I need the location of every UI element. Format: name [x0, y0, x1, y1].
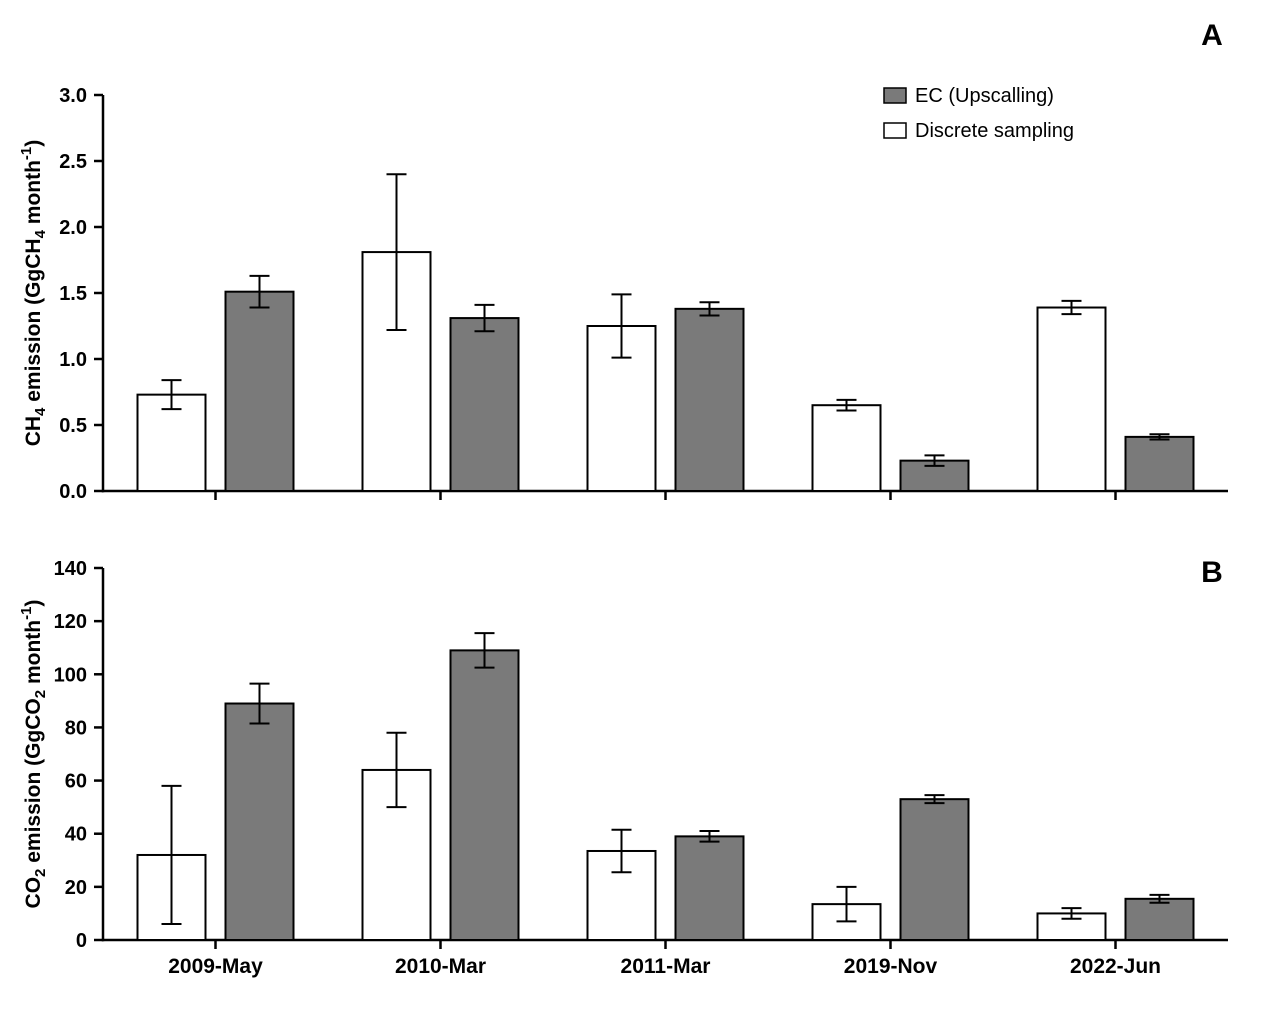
legend-swatch	[883, 87, 907, 104]
y-tick-label: 40	[65, 824, 87, 846]
category-label: 2011-Mar	[621, 955, 711, 978]
co2-emission-bar-chart: 0 20 40 60 80 100 120 140 2009-May 2010-Mar 2011-M…	[18, 556, 1228, 978]
legend-swatch	[883, 122, 907, 139]
ch4-emission-bar-chart: 0.0 0.5 1.0 1.5 2.0 2.5 3.0 CH4 emission (GgCH4…	[18, 19, 1228, 503]
y-tick-label: 1.0	[59, 349, 87, 371]
bar	[674, 307, 745, 492]
legend-label: Discrete sampling	[915, 120, 1074, 142]
category-label: 2009-May	[168, 955, 263, 978]
bar	[899, 798, 970, 941]
y-tick-label: 1.5	[59, 283, 87, 305]
category-label: 2010-Mar	[395, 955, 486, 978]
bar	[674, 835, 745, 941]
bar	[224, 702, 295, 941]
category-label: 2019-Nov	[844, 955, 938, 978]
y-tick-label: 0	[76, 930, 87, 952]
panel-label: B	[1201, 556, 1223, 589]
panel-label: A	[1201, 19, 1223, 52]
bar	[1036, 306, 1107, 492]
bar	[1124, 435, 1195, 493]
bar	[449, 649, 520, 941]
y-tick-label: 2.5	[59, 151, 87, 173]
bar	[811, 404, 882, 493]
bar	[1124, 897, 1195, 942]
y-tick-label: 0.0	[59, 481, 87, 503]
y-tick-label: 140	[54, 558, 87, 580]
bar	[224, 290, 295, 492]
y-tick-label: 3.0	[59, 85, 87, 107]
y-axis-label: CH4 emission (GgCH4 month-1)	[18, 140, 49, 447]
y-tick-label: 80	[65, 717, 87, 739]
y-tick-label: 0.5	[59, 415, 87, 437]
legend-label: EC (Upscalling)	[915, 85, 1054, 107]
y-tick-label: 60	[65, 771, 87, 793]
y-axis-label: CO2 emission (GgCO2 month-1)	[18, 600, 49, 909]
bar	[449, 317, 520, 492]
y-tick-label: 2.0	[59, 217, 87, 239]
y-tick-label: 100	[54, 664, 87, 686]
y-tick-label: 20	[65, 877, 87, 899]
category-label: 2022-Jun	[1070, 955, 1161, 978]
y-tick-label: 120	[54, 611, 87, 633]
